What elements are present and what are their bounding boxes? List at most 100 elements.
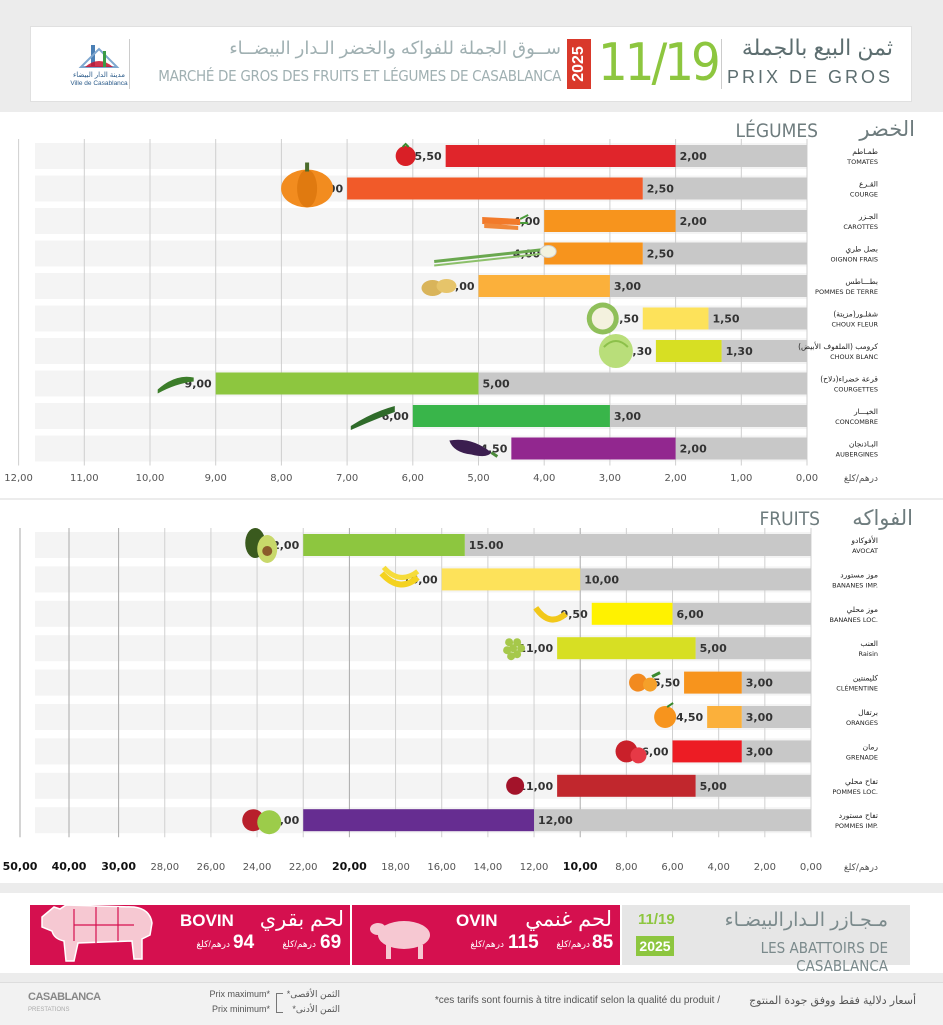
meat-band: BOVIN لحم بقري درهم/كلغ 94 درهم/كلغ 69 O…	[0, 893, 943, 975]
legumes-chart: 2,005,50طمـاطمTOMATES2,507.00القـرعCOURG…	[4, 139, 878, 484]
unit-label: درهم/كلغ	[844, 474, 878, 484]
category-label-fr: POMMES DE TERRE	[815, 288, 878, 296]
bar-min-label: 2,00	[680, 215, 707, 228]
legend-max-ar: *الثمن الأقصى	[286, 989, 340, 999]
tick-label: 4,00	[533, 473, 555, 484]
bar-max-segment	[707, 706, 742, 728]
bar-min-segment	[580, 568, 811, 591]
bar-min-segment	[609, 405, 807, 427]
tick-label: 30,00	[101, 860, 136, 873]
price-title-ar: ثمن البيع بالجملة	[741, 35, 893, 60]
category-label-fr: CONCOMBRE	[835, 418, 878, 426]
category-label-fr: AUBERGINES	[836, 451, 878, 459]
category-label-ar: قرعة خضراء(دلاح)	[820, 375, 878, 384]
tick-label: 6,00	[402, 473, 424, 484]
ovin-unit-min: درهم/كلغ	[556, 939, 590, 949]
ovin-min: 85	[592, 932, 614, 953]
bar-min-label: 2,50	[647, 248, 674, 261]
bar-max-label: 9,50	[561, 608, 588, 621]
bar-min-segment	[675, 437, 807, 460]
category-label-fr: Raisin	[859, 650, 878, 658]
bar-min-label: 12,00	[538, 814, 573, 827]
logo-city-fr: Ville de Casablanca	[70, 80, 128, 87]
tomato-icon	[395, 142, 416, 166]
bar-min-label: 3,00	[614, 280, 641, 293]
category-label-ar: الخيـــار	[853, 407, 878, 416]
category-label-fr: COURGETTES	[834, 386, 878, 394]
market-title-fr: MARCHÉ DE GROS DES FRUITS ET LÉGUMES DE …	[158, 67, 561, 85]
city-logo-icon	[78, 45, 120, 68]
market-title-ar: ســوق الجملة للفواكه والخضر الـدار البيض…	[229, 38, 561, 58]
bar-min-segment	[609, 275, 807, 297]
bar-max-segment	[445, 145, 676, 167]
category-label-ar: موز محلي	[847, 605, 879, 614]
bar-min-segment	[695, 774, 811, 797]
tick-label: 16,00	[427, 862, 456, 873]
carrot-icon	[482, 214, 529, 230]
tick-label: 1,00	[730, 473, 752, 484]
tick-label: 10,00	[563, 860, 598, 873]
ovin-panel: OVIN لحم غنمي درهم/كلغ 115 درهم/كلغ 85	[352, 905, 620, 965]
bar-min-label: 3,00	[614, 410, 641, 423]
category-label-fr: CHOUX FLEUR	[831, 321, 878, 329]
bar-max-segment	[441, 568, 581, 591]
category-label-ar: الأفوكادو	[850, 535, 878, 545]
bar-min-segment	[695, 637, 811, 660]
legumes-title-ar: الخضر	[859, 118, 915, 141]
category-label-ar: بطـــاطس	[845, 277, 878, 286]
avocado-icon	[245, 528, 278, 563]
bar-min-segment	[708, 307, 807, 330]
tick-label: 8,00	[615, 862, 637, 873]
bar-min-label: 3,00	[746, 677, 773, 690]
bar-min-label: 1,30	[726, 345, 753, 358]
bar-min-label: 3,00	[746, 711, 773, 724]
bar-max-segment	[557, 774, 696, 797]
bovin-min: 69	[320, 932, 342, 953]
ovin-label-ar: لحم غنمي	[525, 908, 612, 931]
bar-max-segment	[511, 437, 676, 460]
category-label-ar: الجـزر	[858, 212, 878, 221]
tick-label: 18,00	[381, 862, 410, 873]
tick-label: 7,00	[336, 473, 358, 484]
year-badge: 2025	[567, 39, 591, 89]
legumes-title-fr: LÉGUMES	[735, 120, 819, 142]
price-title-fr: PRIX DE GROS	[726, 67, 893, 87]
tick-label: 6,00	[661, 862, 683, 873]
category-label-ar: القـرع	[859, 180, 878, 189]
bar-max-segment	[412, 405, 610, 427]
bar-min-label: 2,00	[680, 443, 707, 456]
bar-max-segment	[544, 210, 676, 232]
tick-label: 10,00	[136, 473, 165, 484]
category-label-ar: تفاح محلي	[845, 777, 878, 786]
zucchini-icon	[157, 376, 194, 394]
bar-min-segment	[642, 177, 807, 200]
potato-icon	[421, 279, 457, 296]
footer-logo: CASABLANCA	[28, 991, 101, 1003]
bovin-unit-max: درهم/كلغ	[196, 939, 230, 949]
header-divider	[129, 39, 130, 89]
category-label-ar: رمان	[863, 742, 879, 751]
bar-max-label: 11,00	[518, 780, 553, 793]
category-label-ar: كرومب (الملفوف الأبيض)	[798, 341, 878, 351]
category-label-ar: تفاح مستورد	[839, 811, 878, 820]
category-label-fr: GRENADE	[846, 753, 878, 761]
bar-min-segment	[642, 242, 807, 265]
tick-label: 0,00	[796, 473, 818, 484]
abattoir-panel: 11/19 2025 مـجـازر الـدارالبيضـاء LES AB…	[622, 905, 910, 975]
spring-onion-icon	[434, 245, 557, 267]
category-label-ar: العنب	[860, 639, 878, 648]
orange-icon	[654, 702, 677, 728]
bar-min-segment	[721, 340, 807, 362]
bar-max-segment	[591, 602, 673, 625]
year-text: 2025	[570, 46, 587, 82]
legend-bracket	[276, 993, 283, 1013]
bar-min-segment	[534, 809, 811, 832]
tick-label: 24,00	[243, 862, 272, 873]
footer-note-fr: *ces tarifs sont fournis à titre indicat…	[434, 995, 720, 1006]
tick-label: 26,00	[197, 862, 226, 873]
bar-min-label: 5,00	[483, 378, 510, 391]
clementine-icon	[629, 671, 661, 692]
bar-min-label: 6,00	[677, 608, 704, 621]
bar-max-segment	[544, 242, 643, 265]
category-label-fr: POMMES IMP.	[835, 822, 878, 830]
